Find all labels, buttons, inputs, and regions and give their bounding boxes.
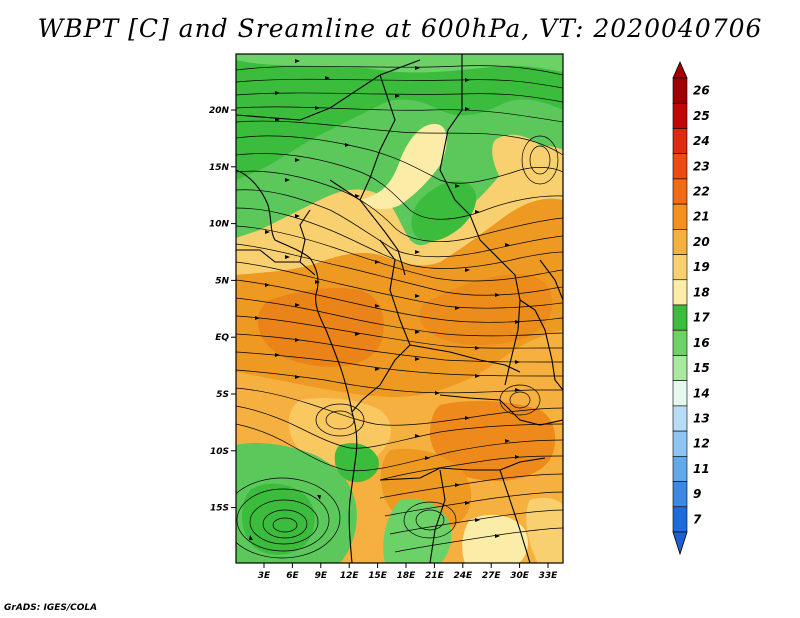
lon-tick-label: 3E <box>258 571 271 581</box>
lon-tick-label: 6E <box>286 571 299 581</box>
colorbar-swatch <box>672 405 688 432</box>
colorbar-label: 11 <box>693 462 710 476</box>
colorbar-swatch <box>672 329 688 356</box>
lat-tick-label: 10N <box>209 220 230 230</box>
colorbar-swatch <box>672 279 688 306</box>
colorbar-swatch <box>672 178 688 205</box>
colorbar-swatch <box>672 128 688 154</box>
colorbar-label: 26 <box>693 84 710 98</box>
lat-tick-label: 15N <box>209 163 230 173</box>
colorbar-swatch <box>672 380 688 407</box>
colorbar-label: 12 <box>693 437 710 451</box>
lat-tick-label: EQ <box>215 333 229 343</box>
colorbar-label: 19 <box>693 260 710 274</box>
colorbar-label: 21 <box>693 210 710 224</box>
lon-tick-label: 24E <box>453 571 473 581</box>
lon-tick-label: 30E <box>510 571 530 581</box>
colorbar-label: 24 <box>693 134 710 148</box>
colorbar: 26 25 24 23 22 21 20 19 18 17 16 15 14 13 12 11 9 7 <box>672 61 710 556</box>
lat-tick-label: 5S <box>216 390 229 400</box>
streamline-arrows <box>249 59 520 540</box>
colorbar-swatch <box>672 304 688 331</box>
chart-title: WBPT [C] and Sreamline at 600hPa, VT: 20… <box>37 14 763 43</box>
colorbar-swatch <box>672 355 688 381</box>
lon-tick-label: 15E <box>368 571 388 581</box>
lat-tick-label: 10S <box>210 447 229 457</box>
colorbar-swatch <box>672 506 688 533</box>
colorbar-label: 16 <box>693 336 710 350</box>
longitude-axis: 3E 6E 9E 12E 15E 18E 21E 24E 27E 30E 33E <box>258 563 558 581</box>
colorbar-label: 15 <box>693 361 710 375</box>
colorbar-swatch <box>672 153 688 180</box>
colorbar-swatch <box>672 254 688 281</box>
lon-tick-label: 21E <box>425 571 445 581</box>
colorbar-swatch <box>672 102 688 129</box>
lat-tick-label: 5N <box>215 276 229 286</box>
colorbar-label: 7 <box>693 512 702 526</box>
grads-credit: GrADS: IGES/COLA <box>4 603 98 613</box>
colorbar-label: 9 <box>693 487 701 501</box>
lat-tick-label: 20N <box>209 106 230 116</box>
colorbar-label: 25 <box>693 109 710 123</box>
colorbar-swatch <box>672 430 688 457</box>
country-borders <box>236 54 563 563</box>
colorbar-swatch <box>672 456 688 482</box>
map-frame <box>235 53 564 564</box>
colorbar-label: 23 <box>693 159 710 173</box>
wbpt-shading <box>236 54 563 563</box>
lon-tick-label: 12E <box>340 571 360 581</box>
colorbar-swatch <box>672 77 688 104</box>
lon-tick-label: 9E <box>315 571 328 581</box>
colorbar-min-arrow-icon <box>672 531 688 556</box>
streamlines <box>236 65 563 559</box>
colorbar-swatch <box>672 229 688 255</box>
colorbar-label: 13 <box>693 412 710 426</box>
colorbar-max-arrow-icon <box>672 61 688 79</box>
latitude-axis: 20N 15N 10N 5N EQ 5S 10S 15S <box>209 106 236 514</box>
lat-tick-label: 15S <box>210 504 229 514</box>
lon-tick-label: 18E <box>397 571 417 581</box>
colorbar-label: 18 <box>693 285 710 299</box>
lon-tick-label: 33E <box>539 571 559 581</box>
colorbar-label: 17 <box>693 311 710 325</box>
lon-tick-label: 27E <box>482 571 502 581</box>
colorbar-swatch <box>672 481 688 508</box>
colorbar-label: 14 <box>693 386 710 400</box>
colorbar-swatch <box>672 203 688 230</box>
colorbar-label: 22 <box>693 185 710 199</box>
colorbar-label: 20 <box>693 235 710 249</box>
